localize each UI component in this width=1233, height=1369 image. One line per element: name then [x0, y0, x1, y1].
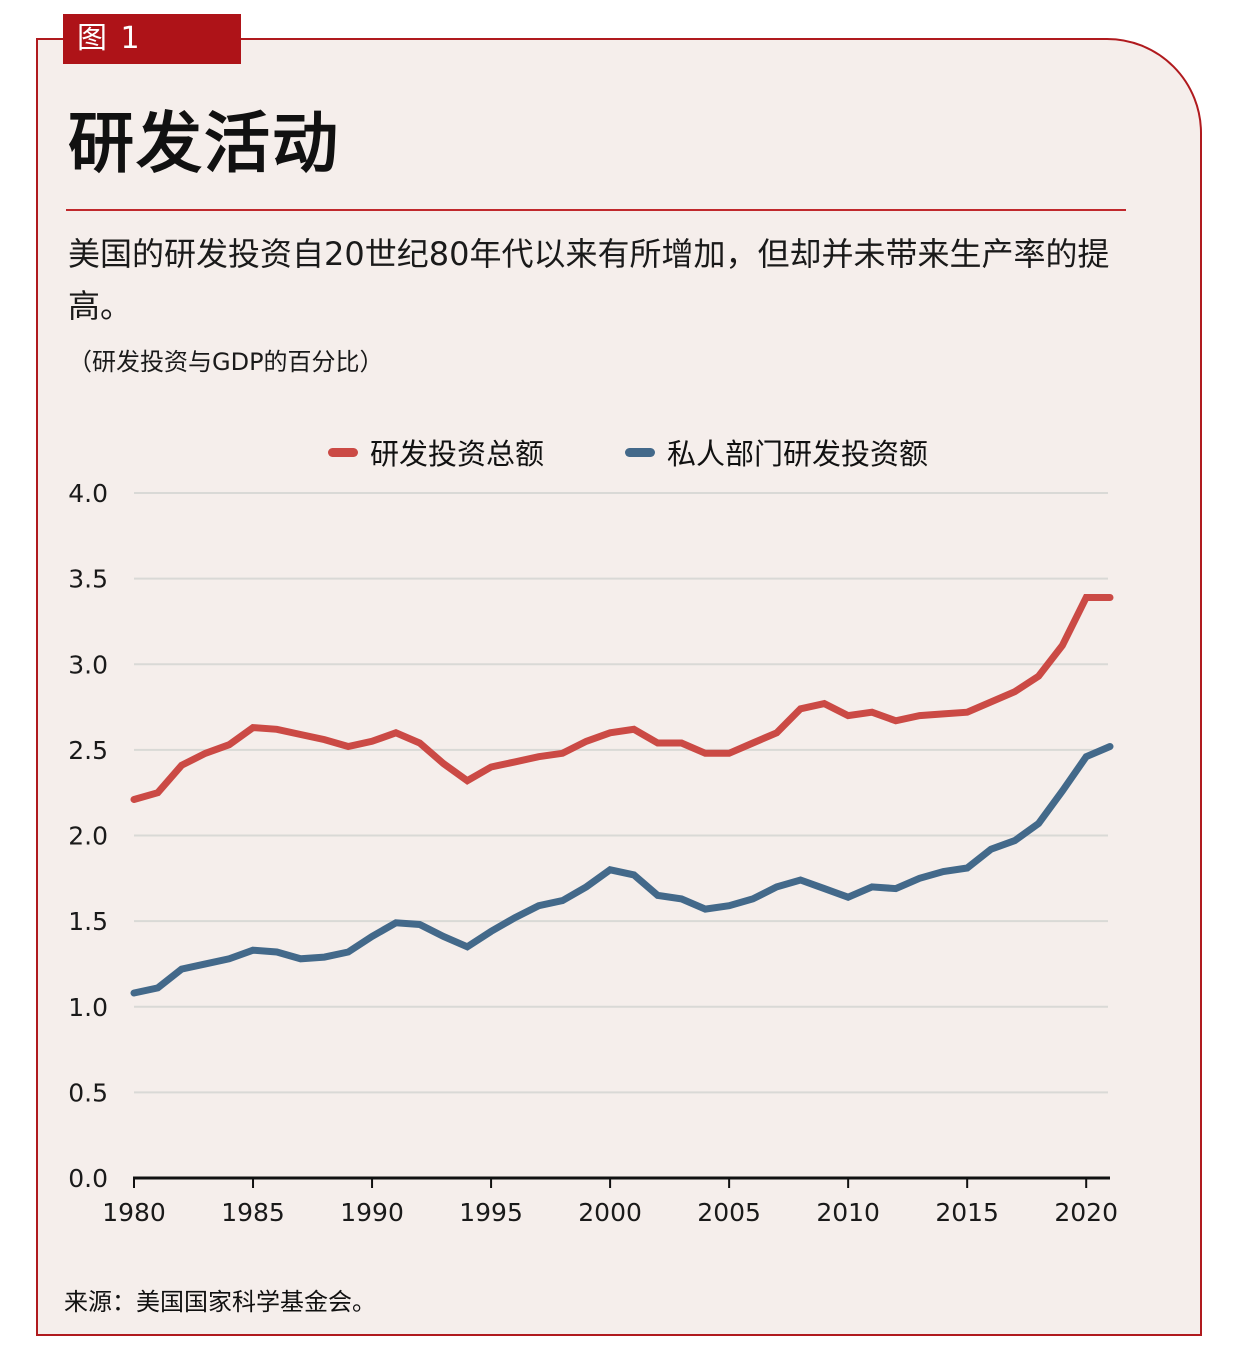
x-tick-label: 1980	[102, 1198, 166, 1227]
x-axis: 1980 1985 1990 1995 2000 2005 2010 2015 2020	[102, 1176, 1118, 1227]
series-line-total	[130, 594, 1114, 803]
legend-swatch-private	[625, 447, 655, 457]
x-tick-label: 1995	[459, 1198, 523, 1227]
y-tick-label: 1.0	[68, 993, 108, 1022]
source-note: 来源：美国国家科学基金会。	[64, 1288, 376, 1316]
title-divider	[66, 209, 1126, 211]
y-tick-label: 0.0	[68, 1164, 108, 1193]
x-tick-label: 2005	[697, 1198, 761, 1227]
unit-note: （研发投资与GDP的百分比）	[68, 348, 384, 376]
x-tick-label: 1985	[221, 1198, 285, 1227]
series-lines	[130, 594, 1114, 997]
y-tick-label: 2.0	[68, 822, 108, 851]
x-tick-label: 2010	[816, 1198, 880, 1227]
legend-label-total: 研发投资总额	[370, 437, 545, 471]
y-axis-ticks: 0.0 0.5 1.0 1.5 2.0 2.5 3.0 3.5 4.0	[68, 479, 108, 1193]
x-tick-label: 2015	[935, 1198, 999, 1227]
figure-number-tag: 图 1	[63, 14, 241, 64]
y-tick-label: 1.5	[68, 907, 108, 936]
legend-item-private: 私人部门研发投资额	[625, 430, 928, 474]
legend-label-private: 私人部门研发投资额	[667, 437, 929, 471]
y-tick-label: 2.5	[68, 736, 108, 765]
y-tick-label: 3.0	[68, 650, 108, 679]
x-tick-label: 2020	[1054, 1198, 1118, 1227]
y-tick-label: 4.0	[68, 479, 108, 508]
legend: 研发投资总额 私人部门研发投资额	[0, 430, 1233, 474]
y-tick-label: 0.5	[68, 1078, 108, 1107]
gridlines	[134, 492, 1108, 1094]
legend-swatch-total	[328, 447, 358, 457]
figure-card	[36, 38, 1202, 1336]
x-tick-label: 2000	[578, 1198, 642, 1227]
x-tick-label: 1990	[340, 1198, 404, 1227]
chart-subtitle: 美国的研发投资自20世纪80年代以来有所增加，但却并未带来生产率的提高。	[68, 235, 1110, 325]
y-tick-label: 3.5	[68, 565, 108, 594]
chart-title: 研发活动	[68, 105, 340, 182]
legend-item-total: 研发投资总额	[328, 430, 544, 474]
series-line-private	[130, 743, 1114, 997]
